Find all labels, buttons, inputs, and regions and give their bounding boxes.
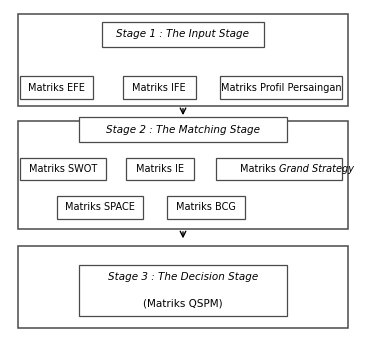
Bar (18, 246, 348, 328)
Bar (123, 76, 196, 99)
Bar (20, 76, 93, 99)
Text: Matriks IE: Matriks IE (136, 164, 184, 174)
Bar (220, 76, 342, 99)
Bar (79, 265, 287, 316)
Text: Grand Strategy: Grand Strategy (279, 164, 354, 174)
Text: (Matriks QSPM): (Matriks QSPM) (143, 299, 223, 309)
Bar (18, 121, 348, 229)
Bar (126, 158, 194, 180)
Text: Stage 2 : The Matching Stage: Stage 2 : The Matching Stage (106, 125, 260, 135)
Text: Matriks: Matriks (240, 164, 279, 174)
Text: Stage 3 : The Decision Stage: Stage 3 : The Decision Stage (108, 272, 258, 282)
Text: Stage 1 : The Input Stage: Stage 1 : The Input Stage (116, 29, 250, 39)
Bar (167, 196, 245, 219)
Bar (57, 196, 143, 219)
Bar (18, 14, 348, 106)
Text: Matriks BCG: Matriks BCG (176, 202, 236, 212)
Text: Matriks SWOT: Matriks SWOT (29, 164, 97, 174)
Bar (216, 158, 342, 180)
Text: Matriks Profil Persaingan: Matriks Profil Persaingan (221, 83, 341, 93)
Text: Matriks IFE: Matriks IFE (132, 83, 186, 93)
Bar (20, 158, 106, 180)
Text: Matriks SPACE: Matriks SPACE (65, 202, 135, 212)
Bar (79, 117, 287, 142)
Text: Matriks EFE: Matriks EFE (28, 83, 85, 93)
Bar (102, 22, 264, 47)
